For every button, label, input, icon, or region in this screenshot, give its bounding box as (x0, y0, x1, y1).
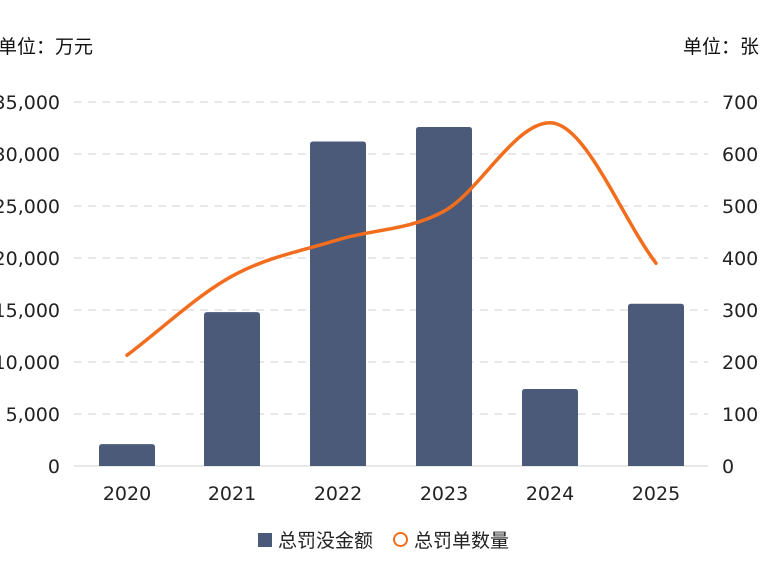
right-axis-tick-label: 200 (722, 352, 758, 374)
grid-lines (74, 101, 708, 467)
left-axis-tick-label: 30,000 (0, 144, 60, 166)
legend-item-amount: 总罚没金额 (257, 526, 373, 553)
left-axis-tick-label: 20,000 (0, 248, 60, 270)
bar-2025 (628, 303, 684, 466)
category-tick-label: 2024 (526, 483, 574, 505)
line-series-total-tickets (125, 121, 658, 357)
left-axis-unit-label: 单位：万元 (0, 36, 94, 58)
legend-square-icon (257, 532, 272, 547)
right-axis-tick-label: 300 (722, 300, 758, 322)
left-axis-tick-label: 0 (48, 456, 60, 478)
axis-labels: 0 5,000 10,000 15,000 20,000 25,000 30,000 35,0… (0, 92, 758, 505)
right-axis-tick-label: 400 (722, 248, 758, 270)
right-axis-tick-label: 700 (722, 92, 758, 114)
bar-2023 (416, 126, 472, 467)
left-axis-tick-label: 35,000 (0, 92, 60, 114)
left-axis-tick-label: 25,000 (0, 196, 60, 218)
legend-circle-icon (393, 532, 408, 547)
category-tick-label: 2023 (420, 483, 468, 505)
category-tick-label: 2021 (208, 483, 256, 505)
left-axis-tick-label: 15,000 (0, 300, 60, 322)
bar-2024 (522, 389, 578, 466)
right-axis-tick-label: 500 (722, 196, 758, 218)
left-axis-tick-label: 10,000 (0, 352, 60, 374)
left-axis-tick-label: 5,000 (6, 404, 60, 426)
legend-item-count: 总罚单数量 (393, 526, 509, 553)
category-tick-label: 2025 (632, 483, 680, 505)
category-tick-label: 2020 (103, 483, 151, 505)
category-tick-label: 2022 (314, 483, 362, 505)
right-axis-tick-label: 600 (722, 144, 758, 166)
bar-series (99, 126, 684, 467)
bar-2021 (204, 312, 260, 466)
right-axis-unit-label: 单位：张 (683, 36, 760, 58)
right-axis-tick-label: 100 (722, 404, 758, 426)
right-axis-tick-label: 0 (722, 456, 734, 478)
legend-label-count: 总罚单数量 (414, 530, 510, 552)
legend-label-amount: 总罚没金额 (277, 530, 373, 552)
combo-chart: 0 5,000 10,000 15,000 20,000 25,000 30,000 35,0… (0, 92, 758, 505)
legend: 总罚没金额 总罚单数量 (0, 526, 767, 553)
bar-2022 (310, 141, 366, 466)
bar-2020 (99, 444, 155, 466)
